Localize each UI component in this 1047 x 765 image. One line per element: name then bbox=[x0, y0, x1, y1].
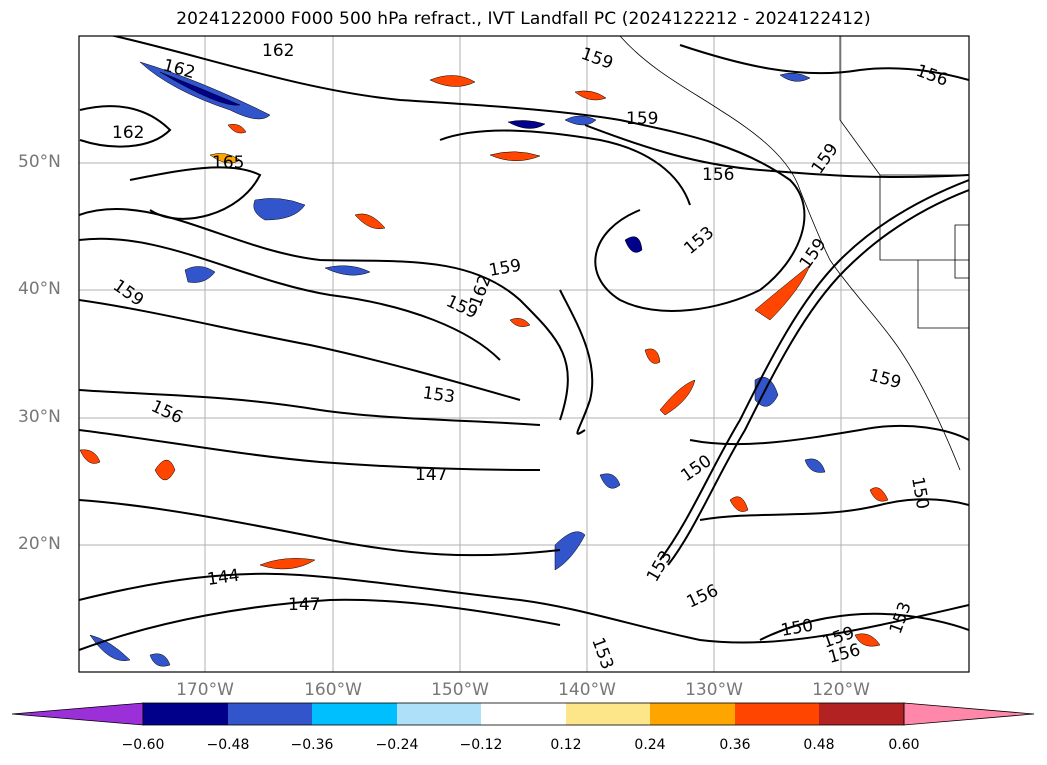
colorbar-segment bbox=[481, 703, 566, 725]
refractivity-contours bbox=[79, 36, 969, 651]
colorbar-extend-max bbox=[903, 702, 1035, 726]
colorbar-segment bbox=[312, 703, 397, 725]
contour-label: 162 bbox=[262, 41, 294, 61]
colorbar-segment bbox=[397, 703, 481, 725]
contour-label: 144 bbox=[206, 566, 241, 590]
colorbar-segment bbox=[566, 703, 650, 725]
colorbar-tick-label: −0.24 bbox=[375, 737, 419, 753]
colorbar-tick-label: 0.24 bbox=[634, 737, 666, 753]
ivt-filled-patches bbox=[79, 61, 889, 667]
colorbar-tick-label: 0.60 bbox=[888, 737, 920, 753]
longitude-label: 140°W bbox=[558, 680, 616, 700]
contour-label: 162 bbox=[112, 123, 144, 143]
latitude-label: 20°N bbox=[18, 534, 61, 554]
colorbar-tick-label: −0.48 bbox=[206, 737, 250, 753]
colorbar-tick-label: 0.48 bbox=[803, 737, 835, 753]
colorbar-segment bbox=[650, 703, 735, 725]
contour-label: 156 bbox=[702, 165, 734, 185]
colorbar-tick-label: −0.12 bbox=[459, 737, 503, 753]
colorbar-tick-label: 0.36 bbox=[719, 737, 751, 753]
colorbar-segment bbox=[735, 703, 819, 725]
colorbar-segment bbox=[228, 703, 312, 725]
map-frame bbox=[78, 35, 970, 673]
map-plot-area bbox=[79, 36, 969, 672]
longitude-label: 160°W bbox=[304, 680, 362, 700]
contour-label: 147 bbox=[415, 465, 447, 485]
longitude-label: 130°W bbox=[685, 680, 743, 700]
longitude-label: 150°W bbox=[431, 680, 489, 700]
colorbar-tick-label: −0.36 bbox=[290, 737, 334, 753]
latitude-label: 40°N bbox=[18, 279, 61, 299]
colorbar bbox=[11, 702, 1035, 726]
map-title: 2024122000 F000 500 hPa refract., IVT La… bbox=[176, 9, 871, 29]
latitude-label: 30°N bbox=[18, 407, 61, 427]
contour-label: 159 bbox=[626, 109, 658, 129]
colorbar-tick-label: 0.12 bbox=[550, 737, 582, 753]
colorbar-segment bbox=[819, 703, 904, 725]
contour-label: 153 bbox=[421, 383, 456, 407]
contour-label: 165 bbox=[212, 153, 244, 173]
contour-label: 147 bbox=[288, 595, 320, 615]
coastlines bbox=[619, 36, 969, 471]
longitude-label: 120°W bbox=[812, 680, 870, 700]
colorbar-extend-min bbox=[11, 702, 144, 726]
colorbar-frame bbox=[142, 702, 905, 726]
latitude-label: 50°N bbox=[18, 152, 61, 172]
colorbar-tick-label: −0.60 bbox=[121, 737, 165, 753]
colorbar-segment bbox=[143, 703, 228, 725]
longitude-label: 170°W bbox=[176, 680, 234, 700]
